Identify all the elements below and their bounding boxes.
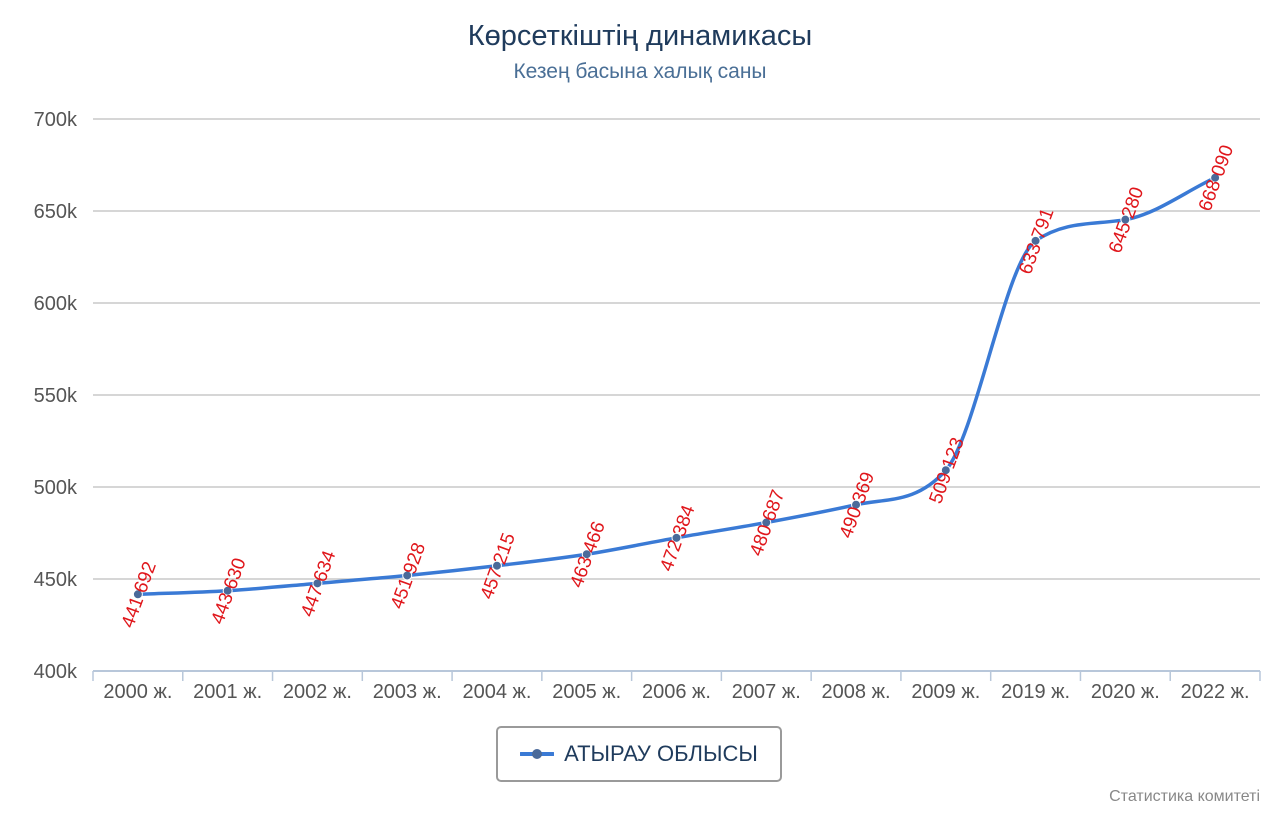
data-point[interactable] bbox=[491, 560, 502, 571]
data-point[interactable] bbox=[671, 532, 682, 543]
data-label: 668 090 bbox=[1195, 142, 1238, 214]
x-tick-label: 2007 ж. bbox=[732, 681, 801, 703]
data-point[interactable] bbox=[312, 578, 323, 589]
data-point[interactable] bbox=[222, 585, 233, 596]
x-tick-label: 2019 ж. bbox=[1001, 681, 1070, 703]
y-tick-label: 600k bbox=[34, 293, 78, 315]
x-tick-label: 2022 ж. bbox=[1181, 681, 1250, 703]
data-point[interactable] bbox=[1210, 172, 1221, 183]
x-tick-label: 2020 ж. bbox=[1091, 681, 1160, 703]
x-tick-label: 2005 ж. bbox=[552, 681, 621, 703]
x-tick-label: 2004 ж. bbox=[462, 681, 531, 703]
series-points bbox=[132, 172, 1221, 600]
data-label: 472 384 bbox=[656, 502, 699, 574]
chart-subtitle: Кезең басына халық саны bbox=[513, 60, 767, 83]
y-axis-ticks: 400k 450k 500k 550k 600k 650k 700k bbox=[34, 109, 78, 683]
x-tick-label: 2006 ж. bbox=[642, 681, 711, 703]
y-tick-label: 550k bbox=[34, 385, 78, 407]
legend-label: АТЫРАУ ОБЛЫСЫ bbox=[564, 741, 758, 766]
x-tick-label: 2000 ж. bbox=[103, 681, 172, 703]
legend[interactable]: АТЫРАУ ОБЛЫСЫ bbox=[496, 726, 782, 782]
data-point[interactable] bbox=[761, 517, 772, 528]
x-tick-label: 2009 ж. bbox=[911, 681, 980, 703]
data-point[interactable] bbox=[1120, 214, 1131, 225]
data-labels: 441 692 443 630 447 634 451 928 457 215 463 4… bbox=[118, 142, 1238, 630]
data-point[interactable] bbox=[402, 570, 413, 581]
y-tick-label: 500k bbox=[34, 477, 78, 499]
x-axis: 2000 ж. 2001 ж. 2002 ж. 2003 ж. 2004 ж. 2005 … bbox=[92, 670, 1261, 703]
data-point[interactable] bbox=[581, 549, 592, 560]
chart-title: Көрсеткіштің динамикасы bbox=[467, 20, 813, 52]
data-point[interactable] bbox=[940, 465, 951, 476]
credits-text[interactable]: Статистика комитеті bbox=[1109, 788, 1260, 805]
grid-lines bbox=[93, 118, 1260, 580]
data-label: 509 123 bbox=[926, 435, 969, 507]
data-label: 490 369 bbox=[836, 469, 879, 541]
data-label: 480 687 bbox=[746, 487, 789, 559]
y-tick-label: 650k bbox=[34, 201, 78, 223]
data-label: 633 791 bbox=[1015, 205, 1058, 277]
data-point[interactable] bbox=[1030, 235, 1041, 246]
x-tick-label: 2008 ж. bbox=[822, 681, 891, 703]
data-point[interactable] bbox=[132, 589, 143, 600]
x-tick-label: 2003 ж. bbox=[373, 681, 442, 703]
legend-line-marker-icon bbox=[520, 749, 555, 759]
y-tick-label: 400k bbox=[34, 661, 78, 683]
data-point[interactable] bbox=[851, 499, 862, 510]
x-tick-label: 2001 ж. bbox=[193, 681, 262, 703]
y-tick-label: 700k bbox=[34, 109, 78, 131]
y-tick-label: 450k bbox=[34, 569, 78, 591]
x-tick-label: 2002 ж. bbox=[283, 681, 352, 703]
